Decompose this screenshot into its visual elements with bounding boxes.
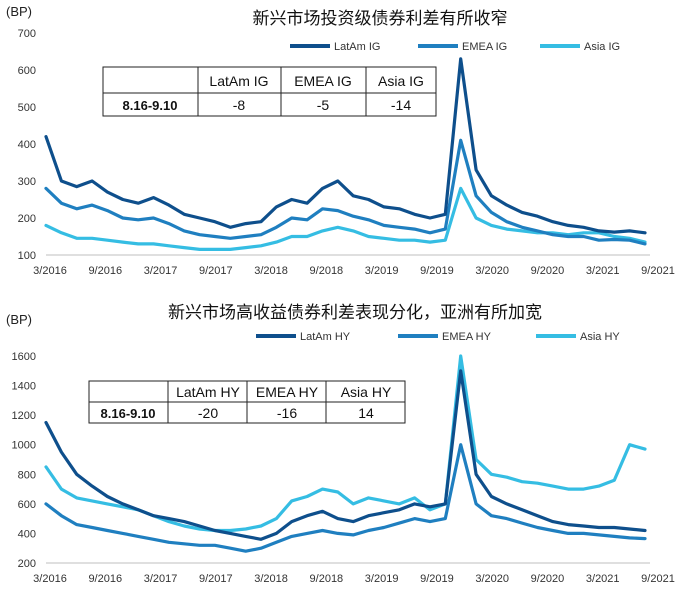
ig-legend-label-latam: LatAm IG [334,41,380,53]
hy-y-tick-label: 1000 [12,440,36,452]
ig-summary-table: LatAm IG EMEA IG Asia IG 8.16-9.10 -8 -5… [102,66,437,117]
ig-table-header-emea: EMEA IG [294,73,352,89]
hy-y-tick-label: 1200 [12,410,36,422]
hy-summary-table: LatAm HY EMEA HY Asia HY 8.16-9.10 -20 -… [88,380,406,424]
ig-table-frame [102,66,437,117]
hy-table-header-latam: LatAm HY [176,384,240,400]
hy-y-tick-label: 1400 [12,381,36,393]
ig-legend: LatAm IG EMEA IG Asia IG [290,41,620,53]
ig-x-tick-label: 3/2021 [586,265,620,277]
ig-y-tick-label: 200 [18,213,36,225]
hy-x-tick-label: 9/2020 [531,573,565,585]
hy-x-tick-label: 3/2021 [586,573,620,585]
ig-x-axis: 3/2016 9/2016 3/2017 9/2017 3/2018 9/2018 3/20… [33,265,675,277]
ig-x-tick-label: 3/2017 [144,265,178,277]
ig-x-tick-label: 9/2021 [641,265,675,277]
hy-y-tick-label: 600 [18,499,36,511]
ig-x-tick-label: 3/2018 [254,265,288,277]
hy-x-tick-label: 9/2018 [310,573,344,585]
ig-x-tick-label: 9/2017 [199,265,233,277]
chart-ig: (BP) 新兴市场投资级债券利差有所收窄 LatAm IG EMEA IG As… [6,4,675,277]
hy-series-line-emea [44,443,647,553]
ig-table-header-asia: Asia IG [378,73,424,89]
ig-y-axis: 100 200 300 400 500 600 700 [18,28,36,262]
hy-legend: LatAm HY EMEA HY Asia HY [256,331,620,343]
hy-legend-label-latam: LatAm HY [300,331,351,343]
hy-x-tick-label: 9/2021 [641,573,675,585]
ig-x-tick-label: 9/2016 [88,265,122,277]
ig-legend-label-emea: EMEA IG [462,41,507,53]
hy-series-line-latam [44,369,647,541]
ig-chart-title: 新兴市场投资级债券利差有所收窄 [253,9,508,29]
hy-y-unit: (BP) [6,312,32,327]
hy-legend-label-emea: EMEA HY [442,331,492,343]
ig-x-tick-label: 9/2020 [531,265,565,277]
ig-y-tick-label: 400 [18,139,36,151]
hy-table-header-emea: EMEA HY [256,384,319,400]
ig-table-header-latam: LatAm IG [209,73,268,89]
ig-legend-label-asia: Asia IG [584,41,620,53]
ig-y-tick-label: 300 [18,176,36,188]
ig-x-tick-label: 9/2019 [420,265,454,277]
hy-x-tick-label: 9/2019 [420,573,454,585]
ig-y-tick-label: 700 [18,28,36,40]
hy-x-axis: 3/2016 9/2016 3/2017 9/2017 3/2018 9/2018 3/20… [33,573,675,585]
ig-y-tick-label: 500 [18,102,36,114]
hy-table-row-label: 8.16-9.10 [101,406,156,421]
ig-series-lines [44,57,647,251]
hy-y-axis: 200 400 600 800 1000 1200 1400 1600 [12,351,36,570]
ig-y-tick-label: 100 [18,250,36,262]
ig-x-tick-label: 9/2018 [310,265,344,277]
ig-table-value-asia: -14 [391,97,411,113]
ig-table-value-emea: -5 [317,97,330,113]
hy-x-tick-label: 3/2016 [33,573,67,585]
ig-table-row-label: 8.16-9.10 [123,98,178,113]
hy-table-value-latam: -20 [198,405,218,421]
ig-table-value-latam: -8 [233,97,246,113]
hy-y-tick-label: 800 [18,469,36,481]
chart-hy: (BP) 新兴市场高收益债券利差表现分化，亚洲有所加宽 LatAm HY EME… [6,303,675,585]
ig-x-tick-label: 3/2019 [365,265,399,277]
hy-chart-title: 新兴市场高收益债券利差表现分化，亚洲有所加宽 [168,303,542,323]
ig-x-tick-label: 3/2016 [33,265,67,277]
hy-x-tick-label: 3/2019 [365,573,399,585]
ig-y-tick-label: 600 [18,65,36,77]
hy-table-value-asia: 14 [358,405,374,421]
ig-y-unit: (BP) [6,4,32,19]
ig-series-line-latam [44,57,647,235]
hy-x-tick-label: 3/2017 [144,573,178,585]
hy-x-tick-label: 9/2017 [199,573,233,585]
hy-y-tick-label: 200 [18,558,36,570]
ig-series-line-emea [44,138,647,246]
ig-x-tick-label: 3/2020 [475,265,509,277]
hy-y-tick-label: 1600 [12,351,36,363]
hy-x-tick-label: 9/2016 [88,573,122,585]
hy-y-tick-label: 400 [18,528,36,540]
hy-series-lines [44,354,647,553]
hy-table-value-emea: -16 [277,405,297,421]
hy-x-tick-label: 3/2018 [254,573,288,585]
hy-table-header-asia: Asia HY [341,384,392,400]
hy-x-tick-label: 3/2020 [475,573,509,585]
hy-legend-label-asia: Asia HY [580,331,620,343]
